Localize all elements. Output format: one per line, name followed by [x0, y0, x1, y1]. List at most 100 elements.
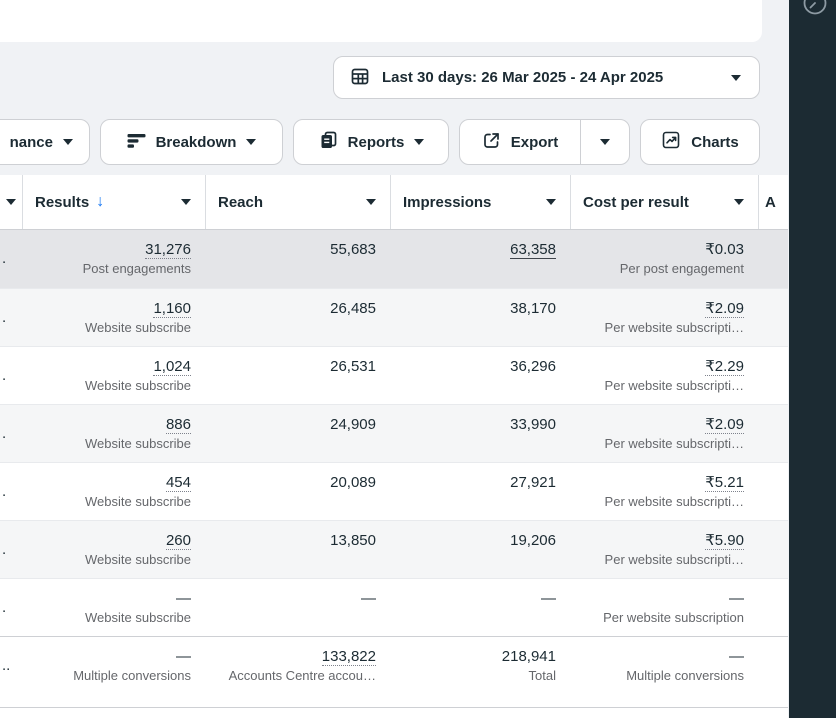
column-header-amount-spent-partial[interactable]: A [758, 175, 788, 229]
chevron-down-icon[interactable] [734, 199, 744, 205]
reach-value: 55,683 [330, 241, 376, 258]
cost-value[interactable]: ₹2.09 [705, 299, 744, 318]
table-bottom-scroll-area[interactable] [0, 694, 788, 708]
impressions-total: 218,941 [501, 647, 556, 665]
column-header-cutoff[interactable] [0, 175, 22, 229]
cost-sublabel: Per website subscripti… [604, 435, 744, 451]
chevron-down-icon[interactable] [546, 199, 556, 205]
results-value[interactable]: 454 [165, 473, 191, 492]
column-header-cost-per-result[interactable]: Cost per result [570, 175, 758, 229]
results-value[interactable]: 1,024 [153, 357, 191, 376]
results-sublabel: Post engagements [82, 261, 191, 276]
columns-performance-label: nance [9, 133, 53, 151]
breakdown-icon [127, 131, 146, 154]
reach-total[interactable]: 133,822 [321, 647, 376, 666]
reach-value: 20,089 [330, 473, 376, 491]
results-header-label: Results [35, 193, 90, 211]
row-stub: . [2, 540, 7, 558]
export-split-button: Export [459, 119, 630, 165]
chevron-down-icon[interactable] [366, 199, 376, 205]
table-row[interactable]: . 1,160 Website subscribe 26,485 38,170 ₹… [0, 288, 788, 346]
cost-sublabel: Per website subscripti… [604, 319, 744, 335]
column-header-results[interactable]: Results ↓ [22, 175, 205, 229]
reports-icon [318, 130, 338, 154]
table-row[interactable]: . 886 Website subscribe 24,909 33,990 ₹2.… [0, 404, 788, 462]
results-total: — [176, 647, 191, 665]
breakdown-label: Breakdown [155, 133, 237, 151]
cost-value[interactable]: ₹5.21 [705, 473, 744, 492]
reach-value: 24,909 [330, 415, 376, 433]
charts-label: Charts [691, 133, 739, 151]
cost-total: — [729, 647, 744, 665]
calendar-icon [350, 66, 370, 90]
results-sublabel: Website subscribe [85, 435, 191, 451]
amount-header-label: A [765, 193, 776, 211]
cost-value: — [729, 589, 744, 607]
results-total-sublabel: Multiple conversions [73, 667, 191, 683]
reach-value: 13,850 [330, 531, 376, 549]
table-row[interactable]: . — Website subscribe — — — Per website su… [0, 578, 788, 636]
chevron-down-icon[interactable] [181, 199, 191, 205]
row-stub: . [2, 482, 7, 500]
right-rail [789, 0, 836, 718]
cost-value[interactable]: ₹2.29 [705, 357, 744, 376]
date-range-button[interactable]: Last 30 days: 26 Mar 2025 - 24 Apr 2025 [333, 56, 760, 99]
table-body: . 31,276 Post engagements 55,683 63,358 ₹… [0, 230, 788, 694]
table-totals-row[interactable]: .. — Multiple conversions 133,822 Accounts… [0, 636, 788, 694]
reach-value: 26,531 [330, 357, 376, 375]
table-row[interactable]: . 454 Website subscribe 20,089 27,921 ₹5.… [0, 462, 788, 520]
breakdown-button[interactable]: Breakdown [100, 119, 283, 165]
chevron-down-icon [414, 139, 425, 145]
export-label: Export [510, 133, 559, 151]
history-clock-icon[interactable] [798, 0, 832, 20]
export-icon [482, 131, 501, 154]
results-value[interactable]: 31,276 [145, 241, 191, 259]
column-header-reach[interactable]: Reach [205, 175, 390, 229]
row-stub: . [2, 598, 7, 616]
results-value[interactable]: 260 [165, 531, 191, 550]
results-sublabel: Website subscribe [85, 551, 191, 567]
export-options-button[interactable] [581, 120, 629, 164]
impressions-value: 38,170 [510, 299, 556, 317]
table-bottom-spacer [0, 708, 788, 718]
cost-sublabel: Per website subscripti… [604, 551, 744, 567]
chevron-down-icon [63, 139, 73, 145]
reach-header-label: Reach [218, 193, 264, 211]
cost-total-sublabel: Multiple conversions [626, 667, 744, 683]
results-value[interactable]: 886 [165, 415, 191, 434]
column-header-impressions[interactable]: Impressions [390, 175, 570, 229]
sort-descending-icon: ↓ [96, 193, 105, 210]
row-stub: . [2, 250, 7, 267]
reach-value: 26,485 [330, 299, 376, 317]
results-value[interactable]: 1,160 [153, 299, 191, 318]
row-stub: . [2, 424, 7, 442]
table-row[interactable]: . 1,024 Website subscribe 26,531 36,296 ₹… [0, 346, 788, 404]
columns-performance-button[interactable]: nance [0, 119, 90, 165]
chevron-down-icon [731, 74, 741, 81]
chevron-down-icon [246, 139, 257, 145]
table-row[interactable]: . 31,276 Post engagements 55,683 63,358 ₹… [0, 230, 788, 288]
results-sublabel: Website subscribe [85, 609, 191, 625]
cost-value[interactable]: ₹2.09 [705, 415, 744, 434]
row-stub: . [2, 308, 7, 326]
chevron-down-icon [600, 139, 610, 145]
cost-sublabel: Per website subscripti… [604, 377, 744, 393]
table-row[interactable]: . 260 Website subscribe 13,850 19,206 ₹5.… [0, 520, 788, 578]
cost-sublabel: Per post engagement [619, 261, 744, 276]
export-button[interactable]: Export [460, 120, 581, 164]
reports-button[interactable]: Reports [293, 119, 449, 165]
metrics-table: Results ↓ Reach Impressions Cost per res… [0, 175, 788, 718]
impressions-total-sublabel: Total [528, 667, 556, 683]
impressions-header-label: Impressions [403, 193, 492, 211]
cost-value[interactable]: ₹5.90 [705, 531, 744, 550]
search-filter-bar[interactable] [0, 0, 762, 42]
impressions-value[interactable]: 63,358 [510, 241, 556, 259]
impressions-value: — [541, 589, 556, 607]
cost-sublabel: Per website subscription [603, 609, 744, 625]
cost-header-label: Cost per result [583, 193, 689, 211]
reach-value: — [361, 589, 376, 607]
chevron-down-icon [6, 199, 16, 205]
results-sublabel: Website subscribe [85, 319, 191, 335]
charts-button[interactable]: Charts [640, 119, 760, 165]
